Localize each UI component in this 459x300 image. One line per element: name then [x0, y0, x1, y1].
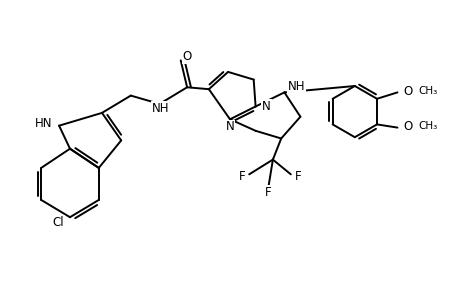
Text: N: N	[225, 121, 234, 134]
Text: N: N	[262, 100, 270, 113]
Text: Cl: Cl	[52, 216, 63, 229]
Text: O: O	[403, 120, 412, 133]
Text: CH₃: CH₃	[417, 121, 436, 131]
Text: CH₃: CH₃	[417, 86, 436, 96]
Text: O: O	[182, 50, 191, 63]
Text: F: F	[238, 170, 245, 183]
Text: HN: HN	[35, 117, 53, 130]
Text: NH: NH	[152, 102, 169, 115]
Text: F: F	[294, 170, 301, 183]
Text: O: O	[403, 85, 412, 98]
Text: NH: NH	[287, 80, 304, 93]
Text: F: F	[264, 186, 271, 200]
